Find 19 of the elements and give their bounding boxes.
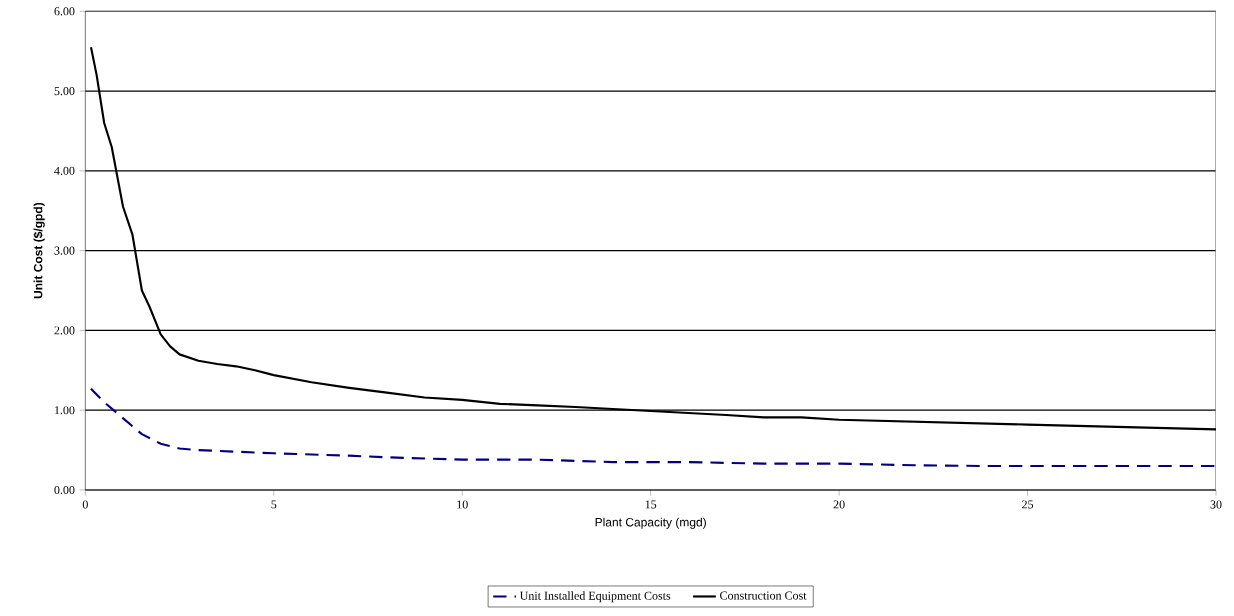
x-tick-label: 10 — [457, 500, 468, 509]
y-tick-label: 0.00 — [54, 485, 75, 495]
y-tick-label: 2.00 — [54, 326, 75, 335]
y-axis-title: Unit Cost ($/gpd) — [33, 202, 45, 299]
legend-label: Construction Cost — [720, 591, 807, 600]
legend-label: Unit Installed Equipment Costs — [519, 591, 671, 603]
line-series — [89, 46, 1216, 431]
x-tick-label: 0 — [82, 500, 88, 509]
x-tick-label: 25 — [1022, 500, 1034, 509]
x-axis-title: Plant Capacity (mgd) — [595, 517, 706, 529]
x-tick-label: 15 — [645, 500, 657, 509]
y-tick-label: 1.00 — [54, 406, 75, 415]
y-tick-label: 6.00 — [54, 7, 75, 16]
x-tick-label: 20 — [833, 500, 845, 509]
x-tick-label: 30 — [1210, 500, 1222, 509]
y-tick-label: 4.00 — [54, 166, 75, 175]
y-tick-label: 5.00 — [54, 87, 75, 96]
x-tick-label: 5 — [271, 500, 277, 509]
y-tick-label: 3.00 — [54, 246, 75, 255]
